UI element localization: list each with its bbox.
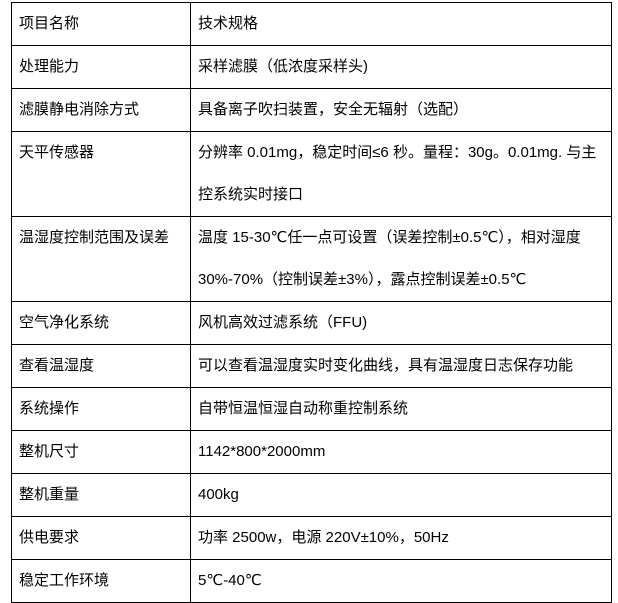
table-row: 整机重量 400kg <box>11 473 612 517</box>
table-row: 滤膜静电消除方式 具备离子吹扫装置，安全无辐射（选配） <box>11 88 612 132</box>
item-name-cell: 处理能力 <box>11 45 191 89</box>
item-name-cell: 供电要求 <box>11 516 191 560</box>
table-row: 温湿度控制范围及误差 温度 15-30℃任一点可设置（误差控制±0.5℃），相对湿… <box>11 216 612 302</box>
item-name-cell: 滤膜静电消除方式 <box>11 88 191 132</box>
item-name-cell: 项目名称 <box>11 2 191 46</box>
spec-cell: 400kg <box>190 473 612 517</box>
table-row: 天平传感器 分辨率 0.01mg，稳定时间≤6 秒。量程：30g。0.01mg. … <box>11 131 612 217</box>
spec-cell: 具备离子吹扫装置，安全无辐射（选配） <box>190 88 612 132</box>
table-row: 稳定工作环境 5℃-40℃ <box>11 559 612 603</box>
item-name-cell: 空气净化系统 <box>11 301 191 345</box>
item-name-cell: 整机重量 <box>11 473 191 517</box>
spec-cell: 1142*800*2000mm <box>190 430 612 474</box>
item-name-cell: 整机尺寸 <box>11 430 191 474</box>
spec-cell: 可以查看温湿度实时变化曲线，具有温湿度日志保存功能 <box>190 344 612 388</box>
table-row: 整机尺寸 1142*800*2000mm <box>11 430 612 474</box>
spec-table: 项目名称 技术规格 处理能力 采样滤膜（低浓度采样头) 滤膜静电消除方式 具备离子吹扫装… <box>11 2 612 603</box>
spec-cell: 自带恒温恒湿自动称重控制系统 <box>190 387 612 431</box>
table-row: 查看温湿度 可以查看温湿度实时变化曲线，具有温湿度日志保存功能 <box>11 344 612 388</box>
table-header-row: 项目名称 技术规格 <box>11 2 612 46</box>
spec-cell: 功率 2500w，电源 220V±10%，50Hz <box>190 516 612 560</box>
table-row: 处理能力 采样滤膜（低浓度采样头) <box>11 45 612 89</box>
spec-cell: 温度 15-30℃任一点可设置（误差控制±0.5℃），相对湿度 30%-70%（… <box>190 216 612 302</box>
item-name-cell: 系统操作 <box>11 387 191 431</box>
spec-cell: 分辨率 0.01mg，稳定时间≤6 秒。量程：30g。0.01mg. 与主控系统… <box>190 131 612 217</box>
spec-cell: 技术规格 <box>190 2 612 46</box>
item-name-cell: 查看温湿度 <box>11 344 191 388</box>
table-row: 系统操作 自带恒温恒湿自动称重控制系统 <box>11 387 612 431</box>
spec-cell: 采样滤膜（低浓度采样头) <box>190 45 612 89</box>
item-name-cell: 天平传感器 <box>11 131 191 217</box>
item-name-cell: 稳定工作环境 <box>11 559 191 603</box>
table-row: 供电要求 功率 2500w，电源 220V±10%，50Hz <box>11 516 612 560</box>
item-name-cell: 温湿度控制范围及误差 <box>11 216 191 302</box>
table-row: 空气净化系统 风机高效过滤系统（FFU) <box>11 301 612 345</box>
spec-cell: 5℃-40℃ <box>190 559 612 603</box>
spec-cell: 风机高效过滤系统（FFU) <box>190 301 612 345</box>
